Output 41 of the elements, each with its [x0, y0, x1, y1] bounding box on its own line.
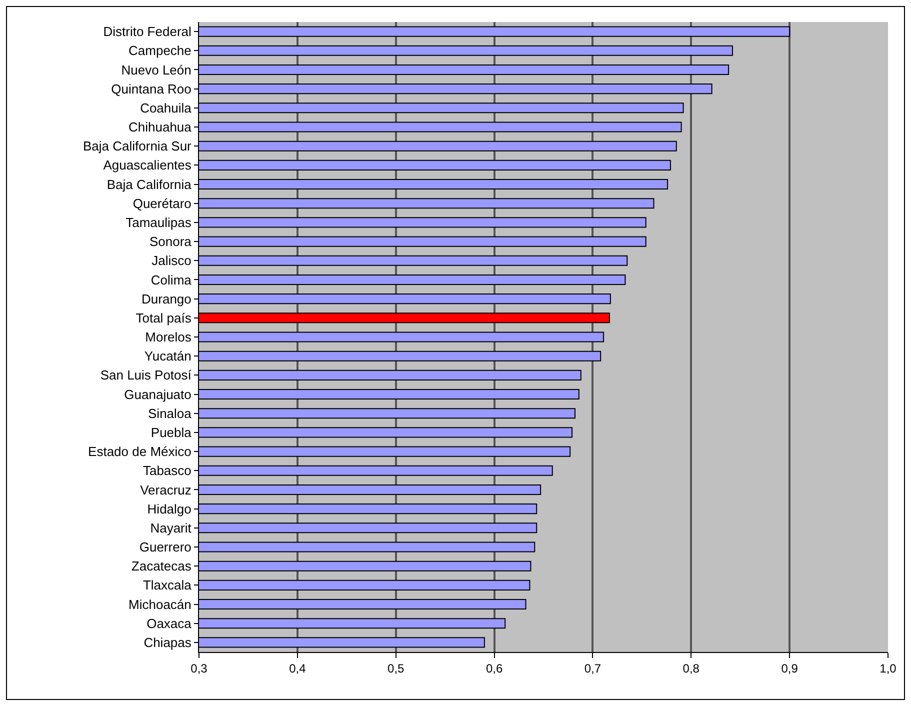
- y-tick-label: San Luis Potosí: [100, 368, 192, 383]
- y-tick-label: Nuevo León: [121, 62, 192, 78]
- x-tick-label: 0,9: [781, 661, 798, 676]
- y-tick-label: Quintana Roo: [111, 81, 192, 96]
- y-tick-label: Sonora: [149, 234, 192, 250]
- y-tick-label: Aguascalientes: [103, 158, 192, 173]
- y-tick-label: Tamaulipas: [126, 215, 192, 230]
- y-tick-label: Hidalgo: [147, 501, 192, 516]
- y-tick-label: Guanajuato: [124, 386, 192, 402]
- x-tick-label: 0,5: [388, 661, 405, 676]
- y-tick-label: Tlaxcala: [142, 578, 192, 593]
- y-tick-label: Jalisco: [152, 253, 192, 268]
- y-tick-label: Tabasco: [142, 463, 192, 478]
- y-tick-label: Yucatán: [144, 348, 192, 364]
- y-tick-label: Campeche: [128, 43, 192, 58]
- y-tick-label: Colima: [150, 272, 192, 288]
- y-tick-label: Puebla: [150, 425, 192, 440]
- y-tick-label: Michoacán: [128, 596, 192, 612]
- y-tick-label: Sinaloa: [148, 406, 192, 421]
- x-tick-label: 0,7: [584, 661, 602, 676]
- y-tick-label: Estado de México: [88, 444, 192, 460]
- y-tick-label: Oaxaca: [146, 616, 192, 631]
- y-tick-label: Durango: [142, 291, 192, 306]
- y-tick-label: Baja California Sur: [83, 138, 192, 154]
- x-tick-label: 0,3: [190, 661, 208, 676]
- y-tick-label: Chiapas: [144, 635, 192, 650]
- y-tick-label: Nayarit: [150, 520, 192, 536]
- x-tick-label: 0,4: [289, 661, 306, 676]
- y-tick-label: Distrito Federal: [103, 24, 192, 40]
- y-tick-label: Zacatecas: [131, 558, 192, 574]
- y-tick-label: Veracruz: [140, 482, 192, 498]
- x-tick-label: 0,6: [486, 661, 503, 676]
- y-tick-label: Total país: [136, 310, 192, 326]
- y-tick-label: Coahuila: [140, 100, 192, 116]
- y-tick-label: Baja California: [106, 176, 192, 192]
- x-tick-label: 0,8: [682, 661, 700, 676]
- y-tick-label: Guerrero: [139, 540, 192, 555]
- y-tick-label: Chihuahua: [128, 120, 192, 135]
- y-tick-label: Querétaro: [132, 196, 192, 211]
- x-tick-label: 1,0: [880, 661, 897, 676]
- y-tick-label: Morelos: [145, 330, 192, 345]
